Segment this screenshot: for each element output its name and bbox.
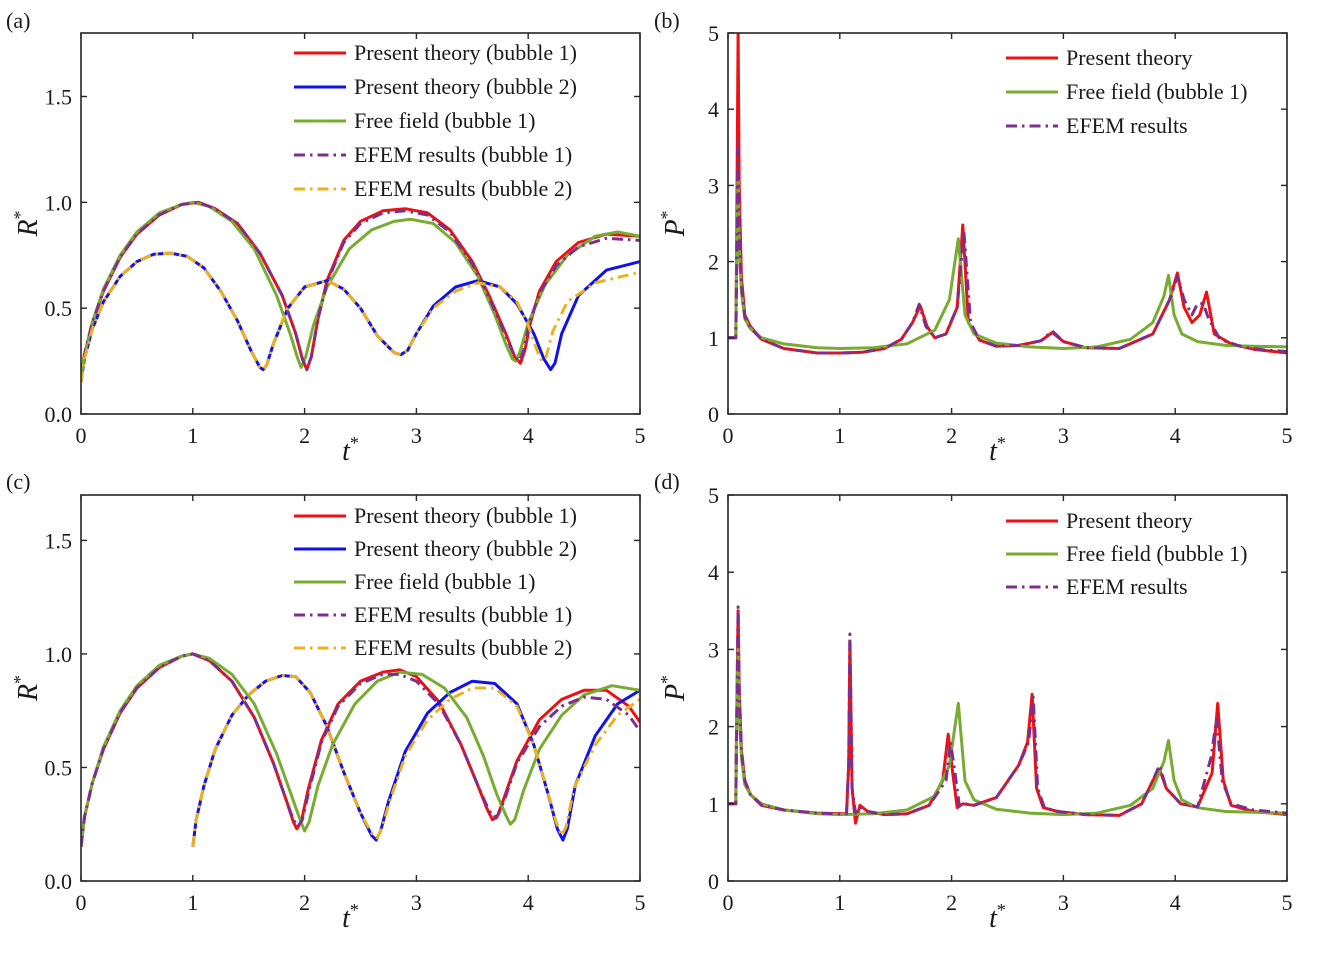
- panel-c-xlabel: t*: [342, 900, 359, 934]
- panel-a-xtick-label-0: 0: [76, 423, 87, 448]
- panel-d-axis-box: [727, 494, 1288, 882]
- panel-c-xtick-label-1: 1: [187, 890, 198, 915]
- panel-b-legend-label-1: Free field (bubble 1): [1066, 79, 1247, 104]
- panel-a-xtick-label-5: 5: [635, 423, 646, 448]
- panel-d-xtick-label-2: 2: [946, 890, 957, 915]
- panel-d-series-1-line: [728, 647, 1287, 817]
- panel-d-legend-label-0: Present theory: [1066, 508, 1192, 533]
- panel-a-ytick-label-2: 1.0: [45, 190, 73, 215]
- panel-d-ytick-label-5: 5: [708, 483, 719, 508]
- panel-b-series-group: [728, 33, 1287, 355]
- panel-b-ytick-label-3: 3: [708, 173, 719, 198]
- panel-d-ytick-label-2: 2: [708, 715, 719, 740]
- panel-b-ytick-label-1: 1: [708, 326, 719, 351]
- panel-a-series-4-line: [81, 251, 640, 383]
- panel-a-panel-label: (a): [6, 8, 30, 33]
- panel-b-ytick-label-5: 5: [708, 21, 719, 46]
- panel-d-panel-label: (d): [654, 469, 680, 494]
- panel-c-legend: Present theory (bubble 1) Present theory …: [294, 503, 577, 660]
- panel-c-ytick-label-1: 0.5: [45, 755, 73, 780]
- panel-a-ylabel: R*: [10, 210, 44, 237]
- panel-c-xtick-label-3: 3: [411, 890, 422, 915]
- panel-c-ytick-label-3: 1.5: [45, 528, 73, 553]
- panel-c-xtick-label-4: 4: [523, 890, 534, 915]
- panel-c-legend-label-3: EFEM results (bubble 1): [354, 602, 572, 627]
- panel-b-xlabel: t*: [989, 433, 1006, 467]
- panel-b-legend: Present theory Free field (bubble 1) EFEM …: [1006, 45, 1247, 138]
- panel-a-series-3-line: [81, 200, 640, 383]
- panel-c-xtick-label-2: 2: [299, 890, 310, 915]
- panel-d-ytick-label-3: 3: [708, 637, 719, 662]
- panel-c-axis-box: [80, 494, 641, 882]
- panel-b-ytick-label-4: 4: [708, 97, 719, 122]
- panel-d-xtick-label-4: 4: [1170, 890, 1181, 915]
- panel-d-series-0-line: [728, 609, 1287, 825]
- panel-d-ylabel: P*: [657, 675, 691, 702]
- panel-b-xtick-label-5: 5: [1282, 423, 1293, 448]
- panel-c-xtick-label-0: 0: [76, 890, 87, 915]
- panel-d-ytick-label-1: 1: [708, 792, 719, 817]
- panel-a-xtick-label-2: 2: [299, 423, 310, 448]
- panel-a-series-group: [81, 200, 640, 383]
- panel-b: 0 1 2 3 4 5 0 1 2 3 4 5 t* P* (b) Present theory Free fi…: [654, 8, 1293, 467]
- panel-a-legend-label-4: EFEM results (bubble 2): [354, 176, 572, 201]
- panel-b-ytick-label-2: 2: [708, 250, 719, 275]
- panel-a-legend-label-3: EFEM results (bubble 1): [354, 142, 572, 167]
- panel-c: 0 1 2 3 4 5 0.0 0.5 1.0 1.5 t* R* (c) Present theory …: [6, 469, 646, 934]
- panel-a: 0 1 2 3 4 5 0.0 0.5 1.0 1.5 t* R* (a) Present theory …: [6, 8, 646, 467]
- panel-d-ytick-label-4: 4: [708, 560, 719, 585]
- panel-a-legend-label-1: Present theory (bubble 2): [354, 74, 577, 99]
- panel-a-legend: Present theory (bubble 1) Present theory …: [294, 40, 577, 201]
- panel-c-legend-label-0: Present theory (bubble 1): [354, 503, 577, 528]
- panel-b-series-2-line: [728, 138, 1287, 355]
- panel-b-xtick-label-0: 0: [723, 423, 734, 448]
- panel-b-ytick-label-0: 0: [708, 402, 719, 427]
- panel-c-ylabel: R*: [10, 675, 44, 702]
- panel-a-xlabel: t*: [342, 433, 359, 467]
- panel-a-xtick-label-1: 1: [187, 423, 198, 448]
- panel-d-xtick-label-0: 0: [723, 890, 734, 915]
- panel-d-legend: Present theory Free field (bubble 1) EFEM …: [1006, 508, 1247, 599]
- panel-c-xtick-label-5: 5: [635, 890, 646, 915]
- panel-b-ylabel: P*: [657, 210, 691, 237]
- panel-b-series-1-line: [728, 168, 1287, 350]
- panel-b-xtick-label-2: 2: [946, 423, 957, 448]
- panel-d-legend-label-2: EFEM results: [1066, 574, 1188, 599]
- panel-b-legend-label-2: EFEM results: [1066, 113, 1188, 138]
- panel-d-series-group: [728, 605, 1287, 825]
- panel-c-series-2-line: [81, 652, 640, 848]
- panel-a-ytick-label-3: 1.5: [45, 85, 73, 110]
- panel-a-xtick-label-3: 3: [411, 423, 422, 448]
- panel-d-xtick-label-5: 5: [1282, 890, 1293, 915]
- panel-c-ytick-label-0: 0.0: [45, 869, 73, 894]
- panel-d-series-2-line: [728, 605, 1287, 817]
- panel-c-legend-label-2: Free field (bubble 1): [354, 569, 535, 594]
- panel-a-legend-label-0: Present theory (bubble 1): [354, 40, 577, 65]
- panel-a-xtick-label-4: 4: [523, 423, 534, 448]
- panel-c-panel-label: (c): [6, 469, 30, 494]
- panel-a-ytick-label-1: 0.5: [45, 296, 73, 321]
- panel-a-ytick-label-0: 0.0: [45, 402, 73, 427]
- panel-d-legend-label-1: Free field (bubble 1): [1066, 541, 1247, 566]
- panel-b-xtick-label-1: 1: [834, 423, 845, 448]
- panel-d-ytick-label-0: 0: [708, 869, 719, 894]
- panel-b-xtick-label-4: 4: [1170, 423, 1181, 448]
- panel-c-series-group: [81, 652, 640, 848]
- panel-c-series-3-line: [81, 652, 640, 848]
- panel-a-legend-label-2: Free field (bubble 1): [354, 108, 535, 133]
- panel-c-legend-label-4: EFEM results (bubble 2): [354, 635, 572, 660]
- panel-d-xtick-label-3: 3: [1058, 890, 1069, 915]
- panel-d: 0 1 2 3 4 5 0 1 2 3 4 5 t* P* (d) Present theory Free fi…: [654, 469, 1293, 934]
- panel-b-panel-label: (b): [654, 8, 680, 33]
- panel-d-xlabel: t*: [989, 900, 1006, 934]
- panel-c-legend-label-1: Present theory (bubble 2): [354, 536, 577, 561]
- panel-a-axis-box: [80, 32, 641, 415]
- panel-b-legend-label-0: Present theory: [1066, 45, 1192, 70]
- panel-b-xtick-label-3: 3: [1058, 423, 1069, 448]
- panel-c-ytick-label-2: 1.0: [45, 642, 73, 667]
- panel-d-xtick-label-1: 1: [834, 890, 845, 915]
- panel-b-axis-box: [727, 32, 1288, 415]
- panel-c-series-4-line: [191, 674, 640, 848]
